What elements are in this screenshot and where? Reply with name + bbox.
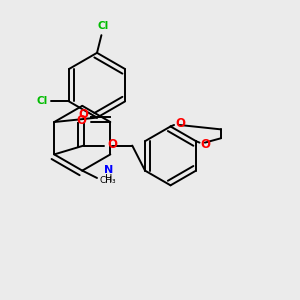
Text: O: O: [107, 138, 117, 151]
Text: Cl: Cl: [97, 21, 109, 31]
Text: N: N: [104, 165, 113, 175]
Text: CH₃: CH₃: [100, 176, 117, 185]
Text: O: O: [175, 117, 185, 130]
Text: O: O: [77, 114, 87, 127]
Text: O: O: [79, 108, 89, 121]
Text: O: O: [200, 138, 211, 151]
Text: H: H: [105, 174, 112, 184]
Text: Cl: Cl: [37, 96, 48, 106]
